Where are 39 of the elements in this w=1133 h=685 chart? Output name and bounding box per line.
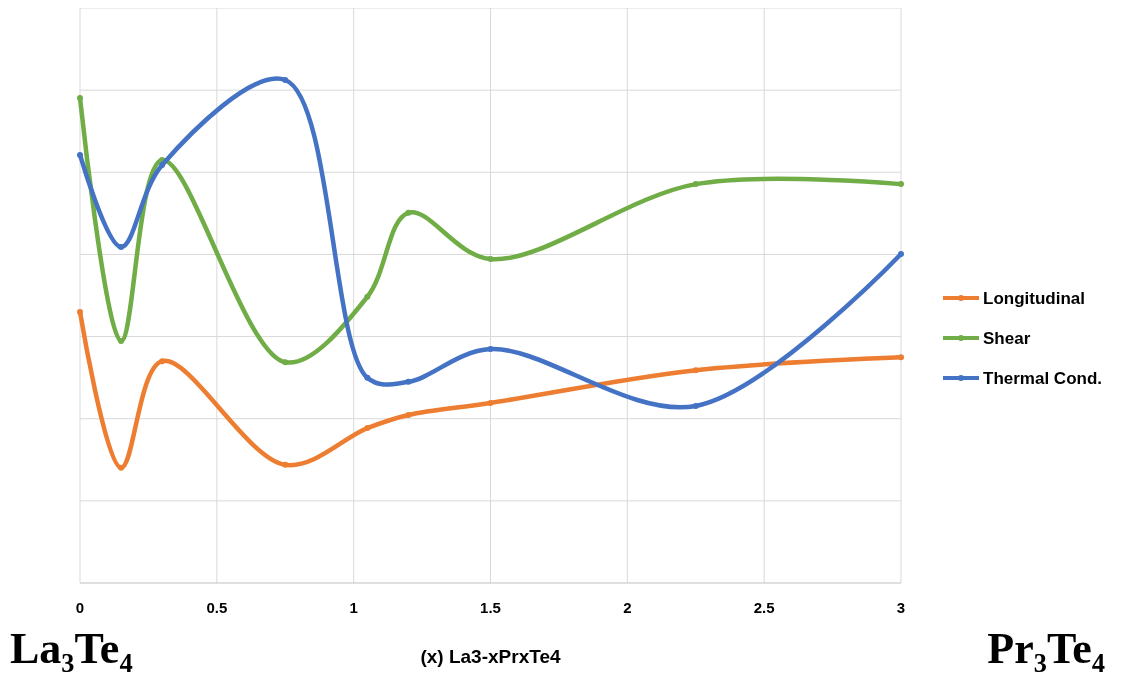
x-tick-label: 1.5 bbox=[480, 599, 501, 616]
x-tick-label: 2 bbox=[623, 599, 632, 616]
point bbox=[898, 251, 904, 258]
point bbox=[364, 374, 371, 381]
legend-label: Thermal Cond. bbox=[983, 369, 1103, 388]
point bbox=[118, 464, 125, 471]
x-tick-label: 0 bbox=[75, 599, 85, 616]
point bbox=[282, 359, 289, 366]
point bbox=[692, 181, 699, 188]
point bbox=[487, 399, 494, 406]
point bbox=[77, 308, 83, 315]
point bbox=[282, 77, 289, 83]
point bbox=[692, 367, 699, 374]
text: La₃Te₄ bbox=[10, 624, 133, 673]
point bbox=[487, 346, 494, 353]
point bbox=[405, 378, 412, 385]
x-tick-label: 1 bbox=[349, 599, 358, 616]
text: Pr₃Te₄ bbox=[987, 624, 1105, 673]
point bbox=[118, 244, 125, 250]
point bbox=[898, 181, 904, 188]
point bbox=[898, 354, 904, 361]
point bbox=[405, 209, 412, 216]
x-tick-label: 3 bbox=[896, 599, 906, 616]
point bbox=[77, 151, 83, 158]
point bbox=[692, 402, 699, 409]
x-tick-label: 0.5 bbox=[206, 599, 228, 616]
point bbox=[159, 358, 166, 365]
point bbox=[405, 412, 412, 418]
point bbox=[159, 162, 166, 169]
legend-label: Shear bbox=[983, 329, 1031, 348]
point bbox=[364, 425, 371, 432]
point bbox=[77, 95, 83, 102]
point bbox=[282, 461, 289, 468]
point bbox=[487, 256, 494, 263]
point bbox=[364, 293, 371, 300]
x-tick-label: 2.5 bbox=[753, 599, 775, 616]
x-axis-title: (x) La3-xPrxTe4 bbox=[420, 646, 561, 667]
point bbox=[118, 338, 125, 345]
legend-label: Longitudinal bbox=[983, 289, 1085, 308]
